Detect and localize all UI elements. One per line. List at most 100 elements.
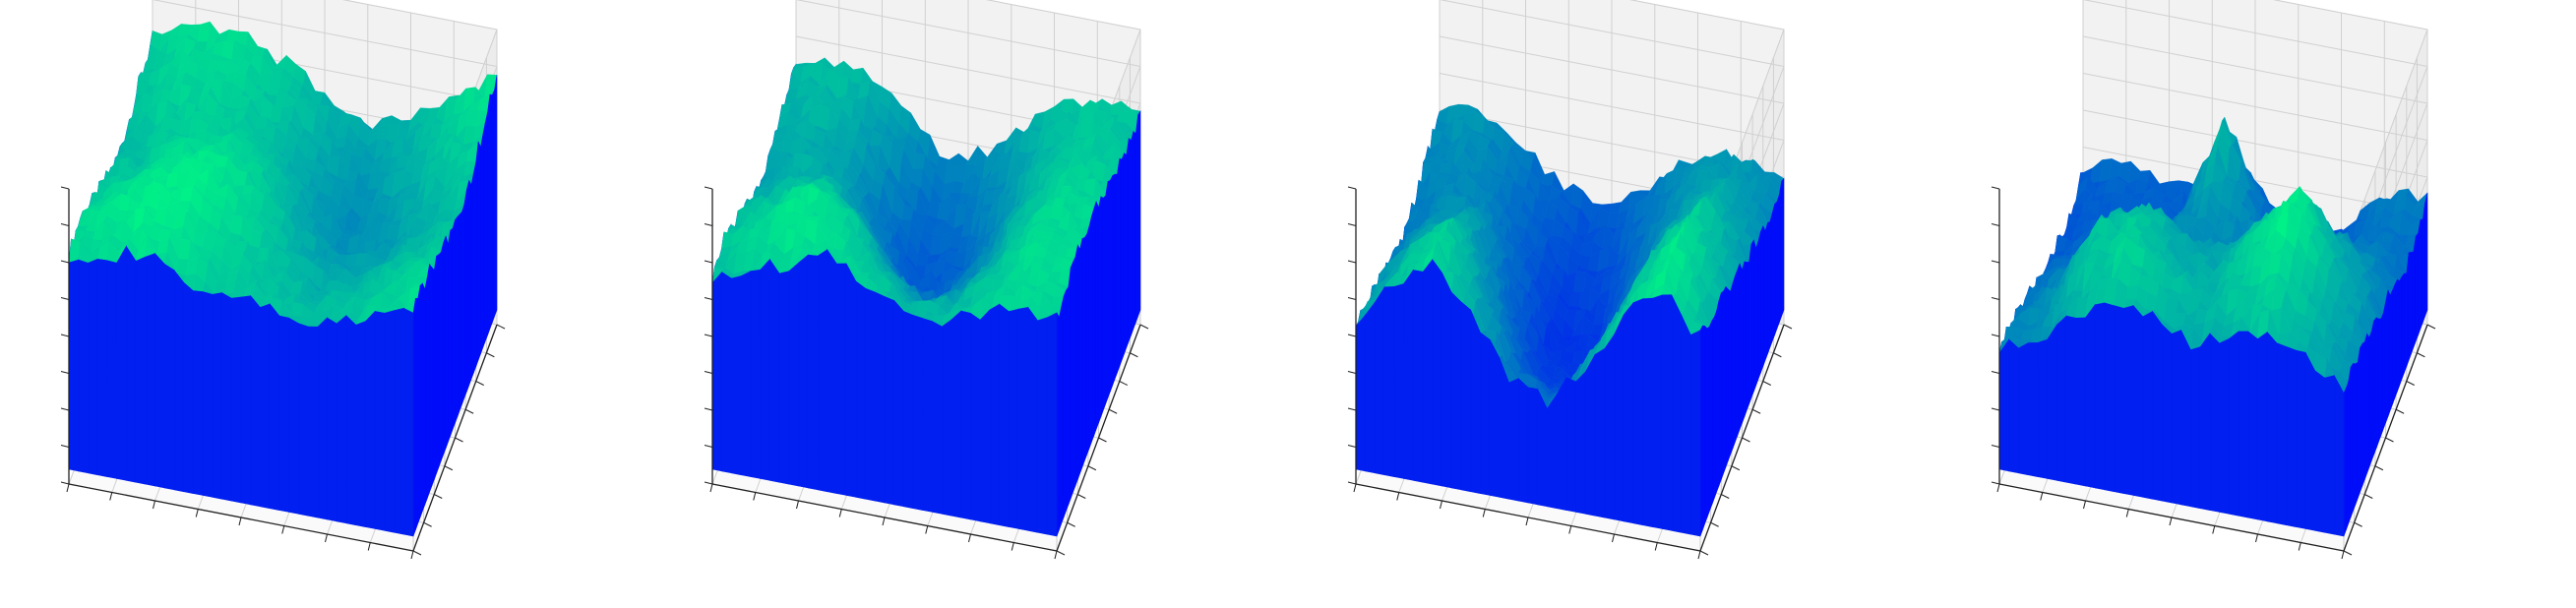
surface-wall-facet — [1518, 378, 1529, 504]
surface-wall-facet — [721, 272, 732, 474]
z-tick — [1347, 334, 1357, 337]
y-tick — [1119, 381, 1128, 386]
surface-wall-facet — [999, 303, 1010, 527]
surface-wall-facet — [1720, 290, 1724, 480]
surface-panel-1 — [0, 0, 644, 608]
surface-wall-facet — [1027, 306, 1038, 533]
x-tick — [882, 517, 886, 526]
surface-wall-facet — [260, 303, 271, 510]
surface-wall-facet — [1432, 258, 1442, 487]
surface-wall-facet — [1623, 301, 1634, 524]
y-tick — [486, 352, 495, 358]
z-tick — [704, 260, 713, 264]
surface-wall-facet — [1547, 393, 1558, 510]
surface-wall-facet — [450, 227, 454, 436]
surface-wall-facet — [269, 303, 280, 511]
surface-panel-4 — [1931, 0, 2574, 608]
surface-wall-facet — [1470, 309, 1481, 494]
x-tick — [367, 542, 371, 551]
surface-wall-facet — [1723, 286, 1727, 474]
surface-wall-facet — [1355, 314, 1366, 472]
surface-wall-facet — [1661, 294, 1673, 531]
surface-wall-facet — [1499, 357, 1509, 500]
surface-wall-facet — [855, 280, 866, 500]
z-tick — [704, 223, 713, 226]
surface-wall-facet — [1681, 314, 1691, 535]
surface-wall-facet — [78, 259, 89, 474]
x-tick — [838, 509, 842, 517]
surface-wall-facet — [443, 235, 447, 456]
x-tick — [325, 533, 328, 543]
surface-wall-facet — [240, 295, 251, 506]
surface-wall-facet — [1771, 204, 1775, 342]
x-tick — [1396, 492, 1400, 501]
surface-wall-facet — [415, 297, 419, 530]
surface-wall-facet — [1114, 173, 1118, 380]
y-tick — [1742, 437, 1750, 443]
surface-wall-facet — [1081, 237, 1085, 467]
surface-wall-facet — [1135, 114, 1138, 323]
surface-wall-facet — [1565, 377, 1576, 513]
surface-wall-facet — [1642, 297, 1653, 527]
z-tick — [60, 445, 70, 448]
surface-wall-facet — [484, 111, 488, 342]
x-tick — [796, 500, 799, 510]
surface-wall-facet — [1704, 325, 1708, 524]
surface-wall-facet — [297, 323, 309, 517]
surface-wall-facet — [1100, 196, 1104, 417]
surface-wall-facet — [426, 264, 430, 499]
surface-wall-facet — [475, 141, 479, 367]
x-tick — [753, 492, 757, 501]
surface-wall-facet — [922, 318, 933, 513]
x-tick — [925, 525, 929, 534]
surface-wall-facet — [1725, 285, 1729, 467]
x-tick — [238, 517, 242, 526]
surface-wall-facet — [740, 271, 752, 477]
y-tick — [1751, 408, 1761, 414]
surface-wall-facet — [1124, 152, 1128, 354]
surface-wall-facet — [470, 172, 474, 380]
surface-wall-facet — [327, 317, 337, 522]
z-tick — [704, 297, 713, 300]
surface-wall-facet — [798, 254, 809, 489]
y-tick — [1130, 352, 1138, 358]
surface-wall-facet — [477, 141, 481, 361]
z-tick — [60, 481, 70, 485]
surface-wall-facet — [355, 321, 366, 527]
surface-wall-facet — [941, 319, 952, 517]
y-tick — [475, 381, 484, 386]
surface-wall-facet — [1131, 131, 1135, 335]
surface-wall-facet — [1441, 272, 1452, 489]
surface-wall-facet — [788, 262, 799, 487]
x-tick — [1568, 525, 1572, 534]
x-tick — [1011, 542, 1014, 551]
surface-wall-facet — [1652, 294, 1663, 529]
surface-wall-facet — [1713, 311, 1717, 499]
surface-wall-facet — [468, 180, 472, 386]
surface-wall-facet — [1671, 294, 1682, 533]
surface-wall-facet — [989, 303, 1001, 526]
surface-wall-facet — [1762, 225, 1766, 367]
surface-wall-facet — [1632, 298, 1644, 526]
surface-wall-facet — [487, 94, 491, 335]
z-tick — [60, 223, 70, 226]
surface-wall-facet — [212, 292, 222, 500]
surface-wall-facet — [1711, 316, 1715, 506]
surface-wall-facet — [445, 235, 449, 449]
surface-wall-facet — [884, 295, 894, 506]
surface-wall-facet — [193, 290, 204, 496]
surface-wall-facet — [1056, 312, 1060, 537]
surface-wall-facet — [336, 315, 347, 524]
surface-wall-facet — [1757, 231, 1761, 380]
y-tick — [1773, 352, 1782, 358]
z-tick — [1347, 407, 1357, 411]
x-tick — [1697, 550, 1701, 560]
surface-wall-facet — [116, 245, 127, 481]
surface-wall-facet — [1706, 326, 1710, 517]
surface-wall-facet — [1073, 257, 1076, 493]
surface-wall-facet — [1594, 347, 1606, 518]
surface-wall-facet — [96, 258, 108, 477]
surface-wall-facet — [440, 242, 445, 461]
z-tick — [704, 407, 713, 411]
surface-panel-2 — [644, 0, 1287, 608]
